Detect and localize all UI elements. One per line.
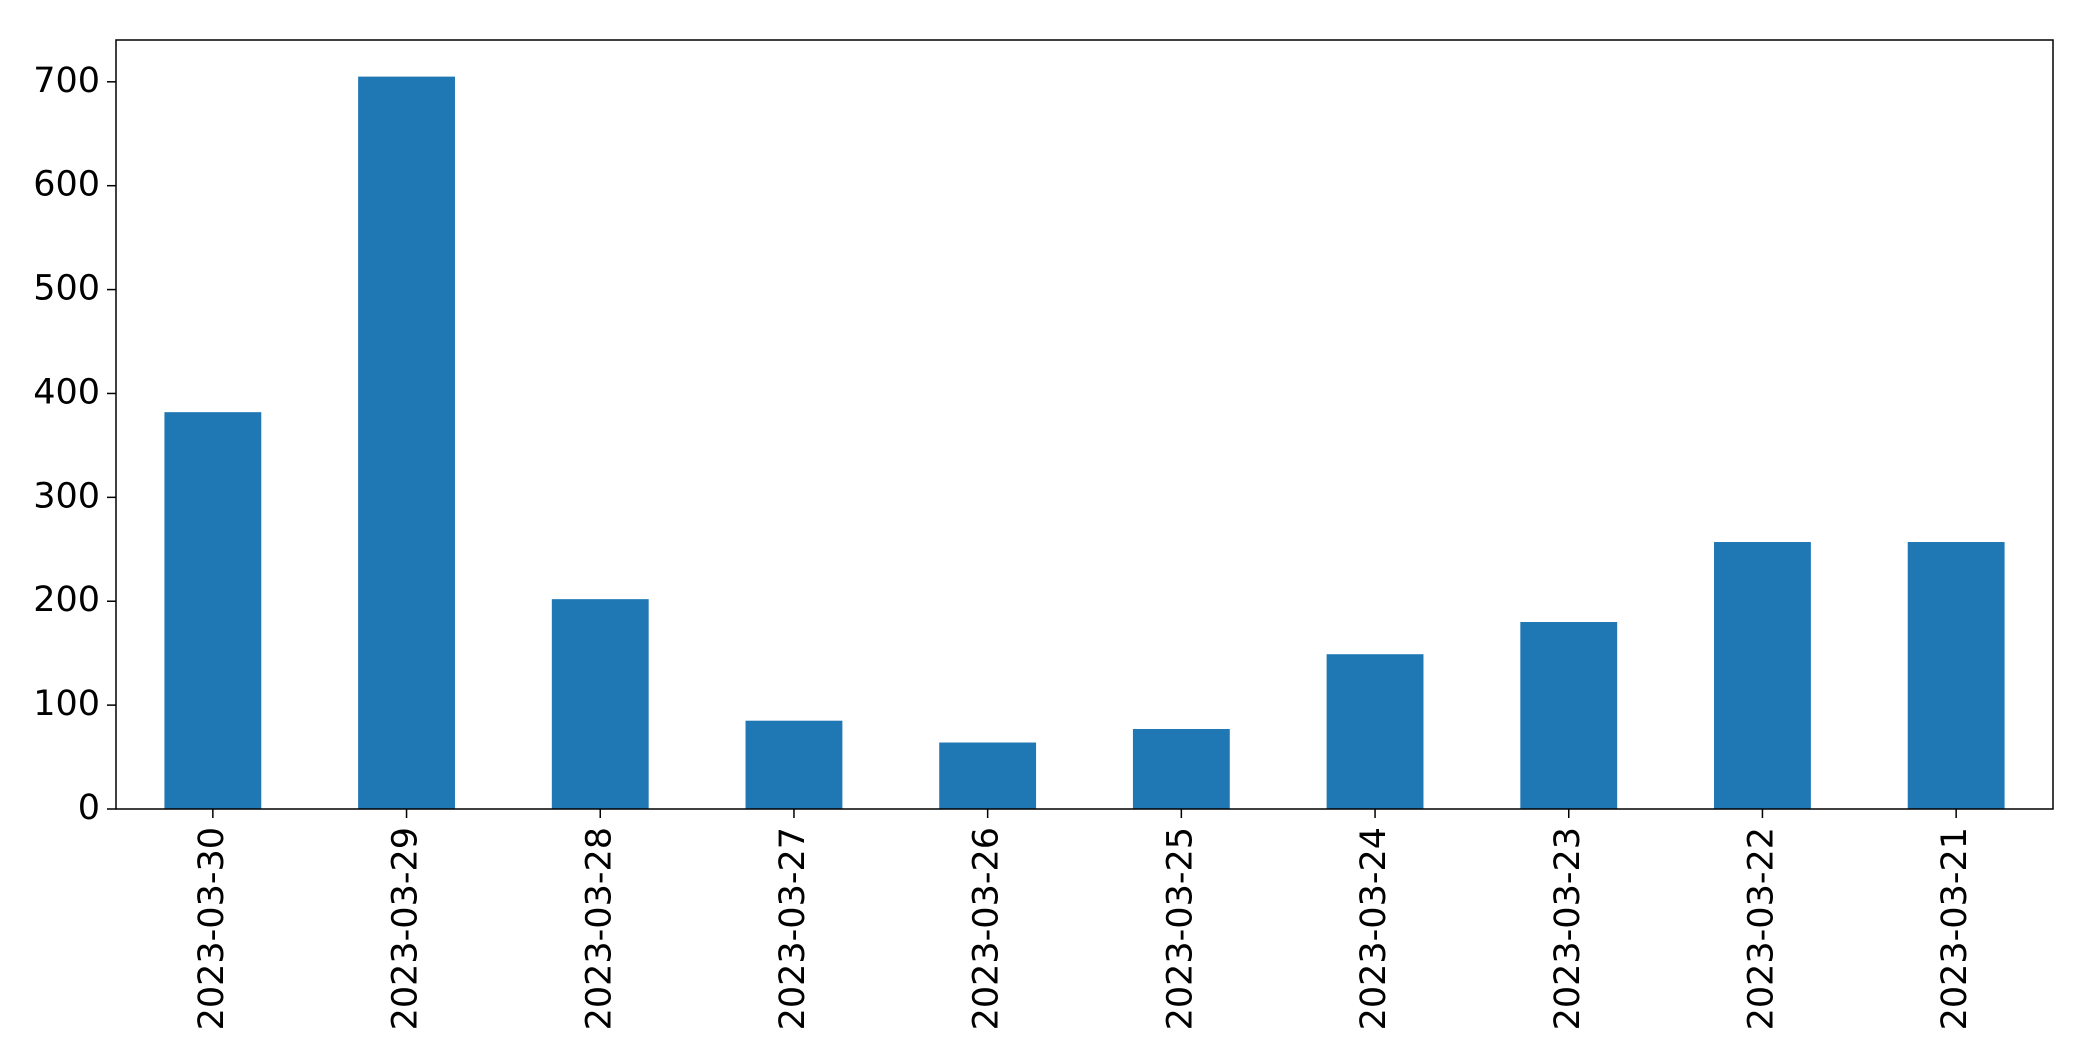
x-tick-label: 2023-03-22 [1741,827,1781,1030]
x-tick-label: 2023-03-29 [386,827,426,1030]
x-tick-label: 2023-03-23 [1548,827,1588,1030]
bar [1714,542,1811,809]
bar [939,742,1037,809]
y-tick-label: 0 [78,788,100,828]
y-tick-label: 200 [33,580,100,620]
bar [1326,654,1424,809]
x-tick-label: 2023-03-26 [967,827,1007,1030]
y-tick-label: 700 [33,61,100,101]
x-tick-label: 2023-03-25 [1160,827,1200,1030]
x-tick-label: 2023-03-21 [1935,827,1975,1030]
y-tick-label: 600 [33,165,100,205]
plot-frame [115,39,2054,810]
x-tick-label: 2023-03-28 [579,827,619,1030]
x-tick-label: 2023-03-30 [192,827,232,1030]
y-tick-label: 400 [33,372,100,412]
bar [358,76,455,810]
y-tick-label: 100 [33,684,100,724]
bar [1132,729,1230,809]
y-tick-label: 300 [33,476,100,516]
x-tick-label: 2023-03-24 [1354,827,1394,1030]
bar [551,599,649,809]
bar [1520,622,1618,809]
bar [745,720,843,809]
bar [1907,542,2005,809]
bar [164,412,262,809]
x-tick-label: 2023-03-27 [773,827,813,1030]
y-tick-label: 500 [33,269,100,309]
